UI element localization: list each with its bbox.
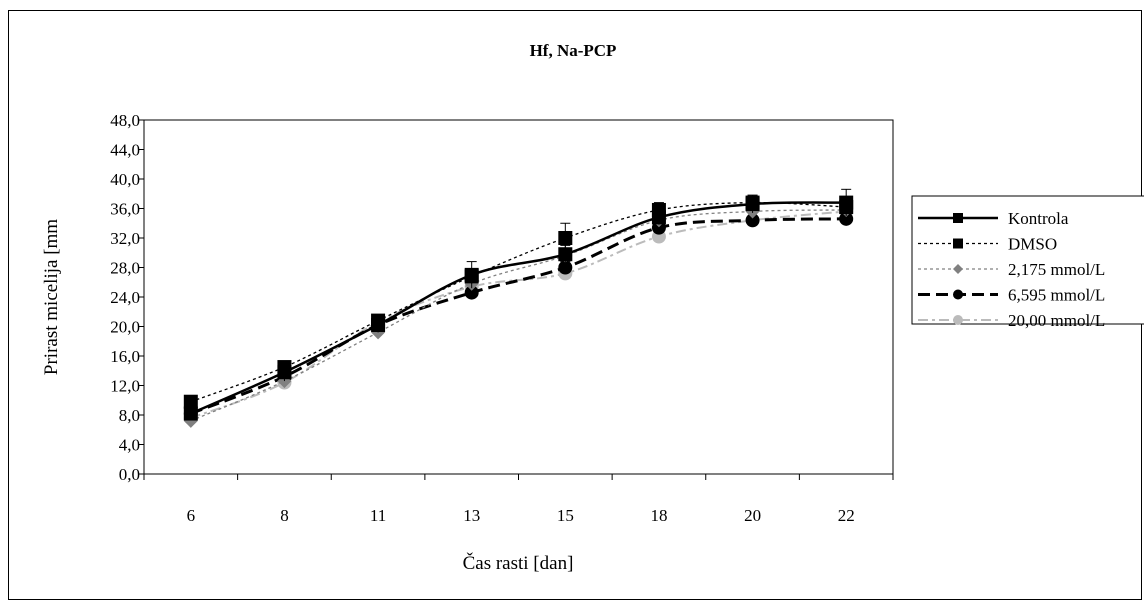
data-point [558,260,573,275]
legend-item: 6,595 mmol/L [918,286,1105,305]
legend-label: Kontrola [1008,209,1069,228]
legend-label: 20,00 mmol/L [1008,311,1105,330]
legend-item: DMSO [918,235,1057,254]
y-tick-label: 12,0 [110,377,140,396]
legend-item: 2,175 mmol/L [918,260,1105,279]
y-tick-label: 28,0 [110,259,140,278]
y-tick-label: 0,0 [119,465,140,484]
data-point [953,238,963,249]
y-axis-label: Prirast micelija [mm [41,219,62,375]
chart-title: Hf, Na-PCP [530,41,617,60]
data-point [464,267,479,282]
legend-label: 2,175 mmol/L [1008,260,1105,279]
data-point [745,213,760,228]
data-point [183,406,198,421]
y-tick-label: 16,0 [110,347,140,366]
series-Kontrola [183,188,854,421]
data-point [839,195,854,210]
x-tick-label: 22 [838,506,855,525]
data-point [464,285,479,300]
data-point [953,315,963,325]
legend-item: 20,00 mmol/L [918,311,1105,330]
series-line [190,217,847,415]
y-tick-label: 4,0 [119,436,140,455]
legend-item: Kontrola [918,209,1069,228]
y-tick-label: 20,0 [110,318,140,337]
x-tick-label: 8 [280,506,289,525]
legend: Kontrola DMSO 2,175 mmol/L 6,595 mmol/L 20,0… [918,209,1105,330]
x-tick-label: 11 [370,506,386,525]
plot-area [143,119,894,475]
data-point [953,264,963,274]
x-tick-label: 20 [744,506,761,525]
data-point [371,318,386,333]
x-tick-label: 6 [187,506,196,525]
x-tick-label: 18 [650,506,667,525]
data-point [953,289,963,300]
series-line [190,201,847,403]
data-point [558,231,573,245]
y-tick-label: 24,0 [110,288,140,307]
y-tick-label: 48,0 [110,111,140,130]
data-point [277,365,292,380]
x-tick-label: 15 [557,506,574,525]
data-point [839,211,854,226]
data-point [745,197,760,212]
y-tick-label: 32,0 [110,229,140,248]
x-tick-label: 13 [463,506,480,525]
legend-label: DMSO [1008,235,1057,254]
y-tick-label: 8,0 [119,406,140,425]
legend-label: 6,595 mmol/L [1008,286,1105,305]
series-layer [183,188,854,428]
data-point [183,394,198,409]
data-point [558,247,573,262]
axis-layer: 0,0 4,0 8,0 12,0 16,0 20,0 24,0 28,0 32,0 36,0 40,… [110,111,894,525]
y-tick-label: 36,0 [110,200,140,219]
y-tick-label: 44,0 [110,141,140,160]
data-point [953,213,963,223]
y-tick-label: 40,0 [110,170,140,189]
x-axis-label: Čas rasti [dan] [463,552,574,574]
data-point [651,210,666,225]
